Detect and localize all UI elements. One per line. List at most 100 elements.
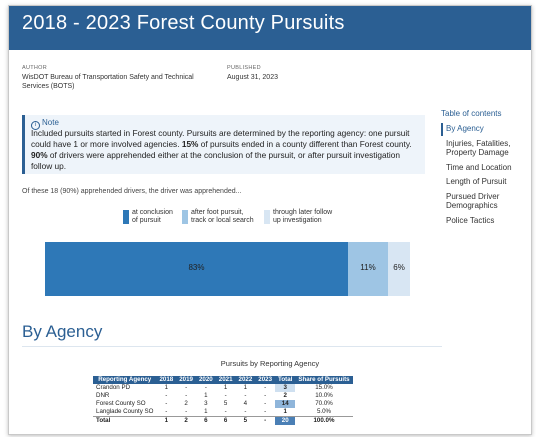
col-header: 2018 bbox=[156, 376, 177, 384]
cell: 1 bbox=[223, 384, 228, 391]
table-title: Pursuits by Reporting Agency bbox=[220, 359, 320, 368]
legend-label: through later follow up investigation bbox=[273, 209, 332, 225]
report-page: 2018 - 2023 Forest County Pursuits AUTHO… bbox=[8, 5, 532, 435]
cell-share: 70.0% bbox=[315, 400, 333, 407]
pursuits-by-agency-table: Reporting Agency 2018 2019 2020 2021 202… bbox=[93, 376, 353, 425]
cell: - bbox=[185, 408, 188, 415]
cell-total: 3 bbox=[275, 384, 296, 392]
cell: - bbox=[224, 392, 227, 399]
cell: - bbox=[165, 408, 168, 415]
cell: 3 bbox=[204, 400, 208, 407]
cell-share: 5.0% bbox=[316, 408, 332, 415]
cell: 1 bbox=[204, 408, 208, 415]
cell: 6 bbox=[195, 416, 216, 425]
toc-item-by-agency[interactable]: By Agency bbox=[441, 123, 529, 136]
legend-swatch bbox=[123, 210, 129, 224]
cell-total: 2 bbox=[283, 392, 287, 399]
cell: 1 bbox=[243, 384, 248, 391]
cell-share: 100.0% bbox=[295, 416, 353, 425]
cell: - bbox=[244, 392, 247, 399]
bar-segment: 11% bbox=[347, 242, 389, 296]
table-of-contents: Table of contents By Agency Injuries, Fa… bbox=[441, 109, 529, 229]
cell: 1 bbox=[164, 384, 169, 391]
col-header: 2019 bbox=[176, 376, 196, 384]
cell-share: 10.0% bbox=[315, 392, 333, 399]
cell: 6 bbox=[215, 416, 236, 425]
legend-line: of pursuit bbox=[132, 217, 161, 224]
cell: - bbox=[264, 408, 267, 415]
cell-total: 14 bbox=[275, 400, 296, 408]
cell: - bbox=[264, 384, 267, 391]
cell-agency: DNR bbox=[96, 392, 110, 399]
col-header: 2020 bbox=[195, 376, 216, 384]
table-total-row: Total 1 2 6 6 5 - 20 100.0% bbox=[93, 416, 353, 425]
cell: 2 bbox=[184, 400, 188, 407]
author-label: AUTHOR bbox=[22, 65, 48, 71]
note-heading: i Note bbox=[31, 117, 59, 130]
cell-agency: Langlade County SO bbox=[96, 408, 154, 415]
cell-agency: Total bbox=[93, 416, 157, 425]
legend-line: at conclusion bbox=[132, 209, 173, 216]
note-text-part: of drivers were apprehended either at th… bbox=[31, 150, 400, 171]
legend-label: at conclusion of pursuit bbox=[132, 209, 173, 225]
cell: 5 bbox=[223, 400, 228, 407]
toc-item-time-location[interactable]: Time and Location bbox=[446, 162, 512, 172]
cell: - bbox=[204, 384, 207, 391]
table-row: Forest County SO - 2 3 5 4 - 14 70.0% bbox=[93, 400, 353, 408]
published-block: PUBLISHED August 31, 2023 bbox=[227, 64, 278, 82]
cell-agency: Forest County SO bbox=[96, 400, 146, 407]
note-heading-label: Note bbox=[42, 118, 59, 127]
cell: - bbox=[244, 408, 247, 415]
legend-swatch bbox=[264, 210, 270, 224]
cell: 5 bbox=[235, 416, 256, 425]
cell: 4 bbox=[243, 400, 248, 407]
toc-item-police-tactics[interactable]: Police Tactics bbox=[446, 215, 495, 225]
cell: - bbox=[264, 392, 267, 399]
published-label: PUBLISHED bbox=[227, 65, 261, 71]
note-stat-apprehended: 90% bbox=[31, 150, 48, 160]
bar-segment: 6% bbox=[388, 242, 410, 296]
note-stat-ended-elsewhere: 15% bbox=[181, 139, 199, 149]
legend-line: through later follow bbox=[273, 209, 333, 216]
table-row: Crandon PD 1 - - 1 1 - 3 15.0% bbox=[93, 384, 353, 392]
bar-segment: 83% bbox=[45, 242, 348, 296]
cell-total: 20 bbox=[275, 416, 296, 425]
cell-agency: Crandon PD bbox=[96, 384, 131, 391]
table-row: Langlade County SO - - 1 - - - 1 5.0% bbox=[93, 408, 353, 417]
col-header: Total bbox=[275, 376, 296, 384]
col-header: 2021 bbox=[215, 376, 236, 384]
col-header: 2022 bbox=[235, 376, 256, 384]
table-header-row: Reporting Agency 2018 2019 2020 2021 202… bbox=[93, 376, 353, 384]
author-name: WisDOT Bureau of Transportation Safety a… bbox=[22, 74, 194, 90]
section-divider bbox=[22, 346, 442, 347]
legend-line: track or local search bbox=[191, 217, 254, 224]
legend-swatch bbox=[182, 210, 188, 224]
toc-item-length[interactable]: Length of Pursuit bbox=[446, 177, 507, 186]
bar-data-label: 6% bbox=[393, 263, 405, 272]
col-header: 2023 bbox=[255, 376, 276, 384]
cell: - bbox=[255, 416, 276, 425]
col-header: Reporting Agency bbox=[93, 376, 157, 384]
toc-item-injuries[interactable]: Injuries, Fatalities, Property Damage bbox=[446, 138, 511, 158]
author-block: AUTHOR WisDOT Bureau of Transportation S… bbox=[22, 64, 222, 91]
cell: - bbox=[165, 400, 168, 407]
cell: - bbox=[165, 392, 168, 399]
note-text-part: of pursuits ended in a county different … bbox=[198, 139, 412, 149]
cell-total: 1 bbox=[283, 408, 287, 415]
cell: 1 bbox=[156, 416, 177, 425]
published-date: August 31, 2023 bbox=[227, 74, 278, 81]
bar-data-label: 11% bbox=[360, 263, 376, 272]
legend-line: after foot pursuit, bbox=[191, 209, 244, 216]
toc-item-demographics[interactable]: Pursued Driver Demographics bbox=[446, 191, 500, 211]
table-row: DNR - - 1 - - - 2 10.0% bbox=[93, 392, 353, 400]
toc-title: Table of contents bbox=[441, 109, 502, 118]
note-callout: i Note Included pursuits started in Fores… bbox=[22, 115, 425, 174]
cell: - bbox=[224, 408, 227, 415]
cell: - bbox=[185, 384, 188, 391]
legend-line: up investigation bbox=[273, 217, 322, 224]
page-header: 2018 - 2023 Forest County Pursuits bbox=[9, 6, 531, 50]
col-header: Share of Pursuits bbox=[295, 376, 353, 384]
legend-label: after foot pursuit, track or local search bbox=[191, 209, 254, 225]
cell: 1 bbox=[204, 392, 208, 399]
bar-data-label: 83% bbox=[188, 263, 205, 272]
